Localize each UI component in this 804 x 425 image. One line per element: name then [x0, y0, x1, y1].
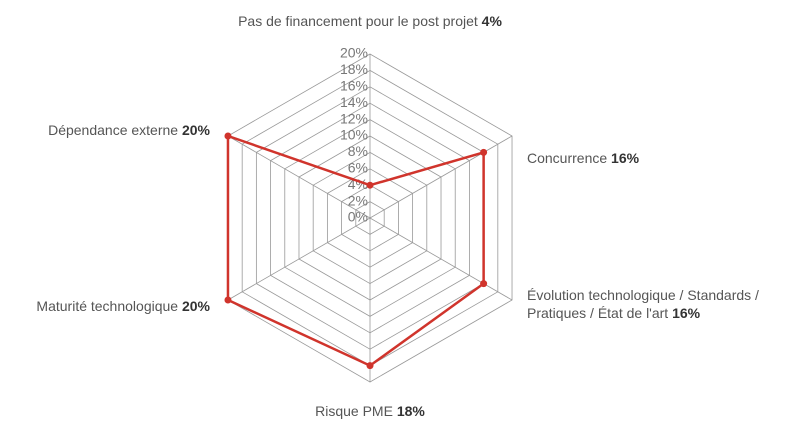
r-tick-label: 20% [340, 45, 368, 61]
r-tick-label: 16% [340, 78, 368, 94]
point [480, 280, 488, 288]
point [224, 132, 232, 140]
spoke [227, 135, 371, 219]
point [366, 181, 374, 189]
axis-label: Risque PME 18% [120, 402, 620, 420]
r-tick-label: 12% [340, 110, 368, 126]
category-name: Évolution technologique / Standards / Pr… [527, 287, 759, 321]
spoke [227, 217, 371, 301]
r-tick-label: 0% [348, 209, 368, 225]
r-tick-label: 18% [340, 61, 368, 77]
spoke [369, 135, 513, 219]
axis-label: Concurrence 16% [527, 149, 797, 167]
r-tick-label: 10% [340, 127, 368, 143]
point [480, 148, 488, 156]
axis-label: Pas de financement pour le post projet 4… [120, 12, 620, 30]
point [366, 362, 374, 370]
axis-label: Dépendance externe 20% [0, 121, 210, 139]
value-label: 16% [611, 150, 640, 166]
value-label: 4% [481, 13, 502, 29]
value-label: 16% [672, 305, 701, 321]
axis-label: Maturité technologique 20% [0, 297, 210, 315]
value-label: 20% [181, 298, 210, 314]
r-tick-label: 6% [348, 160, 368, 176]
value-label: 18% [396, 403, 425, 419]
category-name: Concurrence [527, 150, 608, 166]
r-tick-label: 8% [348, 143, 368, 159]
value-label: 20% [181, 122, 210, 138]
axis-label: Évolution technologique / Standards / Pr… [527, 286, 799, 322]
category-name: Maturité technologique [36, 298, 179, 314]
r-tick-label: 14% [340, 94, 368, 110]
spoke [369, 217, 513, 301]
category-name: Dépendance externe [48, 122, 179, 138]
r-tick-label: 2% [348, 192, 368, 208]
point [224, 296, 232, 304]
category-name: Pas de financement pour le post projet [238, 13, 478, 29]
category-name: Risque PME [315, 403, 393, 419]
